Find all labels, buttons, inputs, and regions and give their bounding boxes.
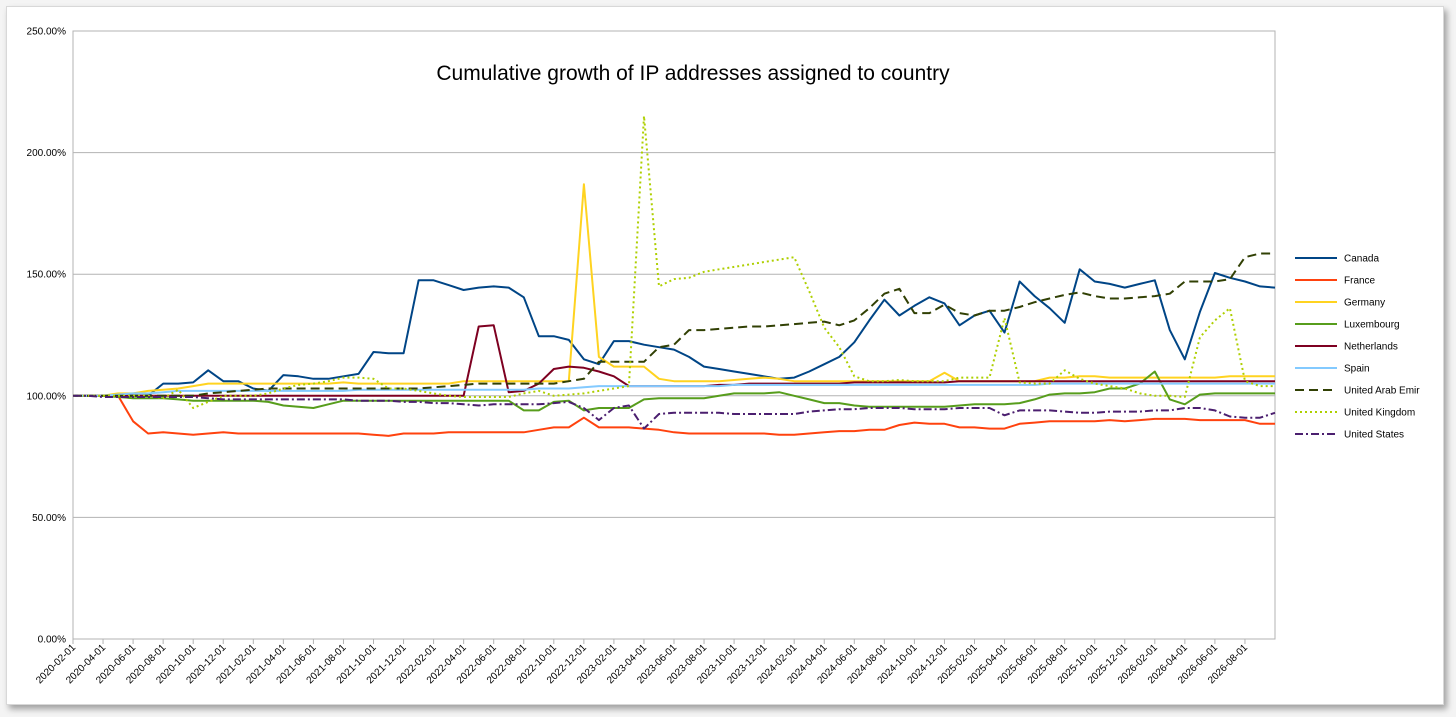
grid [72, 30, 1276, 640]
legend-label: Spain [1344, 364, 1370, 375]
legend-label: Germany [1344, 298, 1385, 309]
plot-area [73, 115, 1276, 437]
legend-label: Netherlands [1344, 342, 1398, 353]
series-line-canada [73, 268, 1276, 397]
series-line-united-kingdom [73, 115, 1275, 409]
legend-label: France [1344, 276, 1376, 287]
x-axis: 2020-02-012020-04-012020-06-012020-08-01… [34, 639, 1250, 686]
line-chart: 0.00%50.00%100.00%150.00%200.00%250.00% … [27, 27, 1421, 687]
y-axis: 0.00% 50.00% 100.00% 150.00% 200.00% 250.00% [27, 27, 67, 646]
series-line-germany [73, 183, 1275, 397]
y-tick-label: 200.00% [27, 148, 67, 159]
legend-label: Luxembourg [1344, 320, 1400, 331]
y-tick-label: 250.00% [27, 27, 67, 38]
y-tick-label: 150.00% [27, 270, 67, 281]
series-line-united-arab-emir [73, 252, 1275, 397]
series-line-luxembourg [73, 370, 1275, 412]
legend-label: United Kingdom [1344, 408, 1415, 419]
chart-title: Cumulative growth of IP addresses assign… [436, 62, 950, 85]
chart-frame: 0.00% 50.00% 100.00% 150.00% 200.00% 250.00% … [6, 6, 1444, 705]
legend-label: United Arab Emir [1344, 386, 1420, 397]
y-tick-label: 50.00% [32, 513, 66, 524]
legend-label: United States [1344, 430, 1404, 441]
y-tick-label: 100.00% [27, 391, 67, 402]
legend-label: Canada [1344, 254, 1379, 265]
legend: Canada France Germany Luxembourg Netherlands… [1295, 254, 1420, 441]
y-tick-label: 0.00% [38, 635, 66, 646]
series-line-united-states [73, 394, 1276, 430]
plot-border [72, 30, 1276, 640]
series-line-france [73, 394, 1275, 437]
series-line-spain [73, 382, 1275, 397]
